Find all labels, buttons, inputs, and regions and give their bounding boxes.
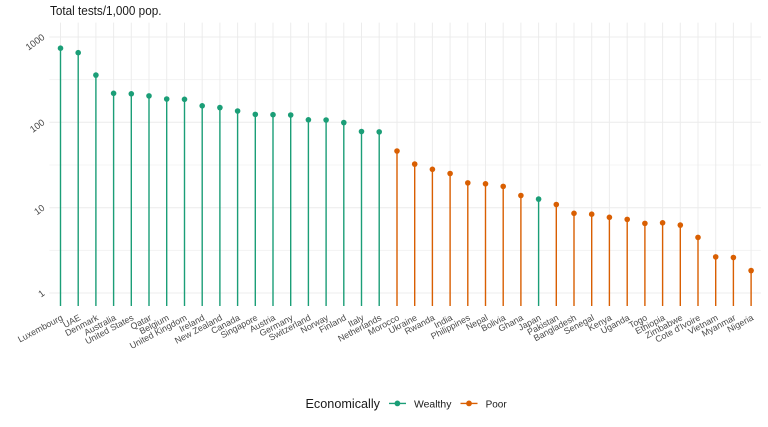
svg-text:Economically: Economically <box>306 396 381 411</box>
svg-text:1: 1 <box>36 287 47 299</box>
svg-text:Total tests/1,000 pop.: Total tests/1,000 pop. <box>50 3 162 18</box>
svg-text:Wealthy: Wealthy <box>414 399 451 410</box>
svg-text:Poor: Poor <box>486 399 508 410</box>
